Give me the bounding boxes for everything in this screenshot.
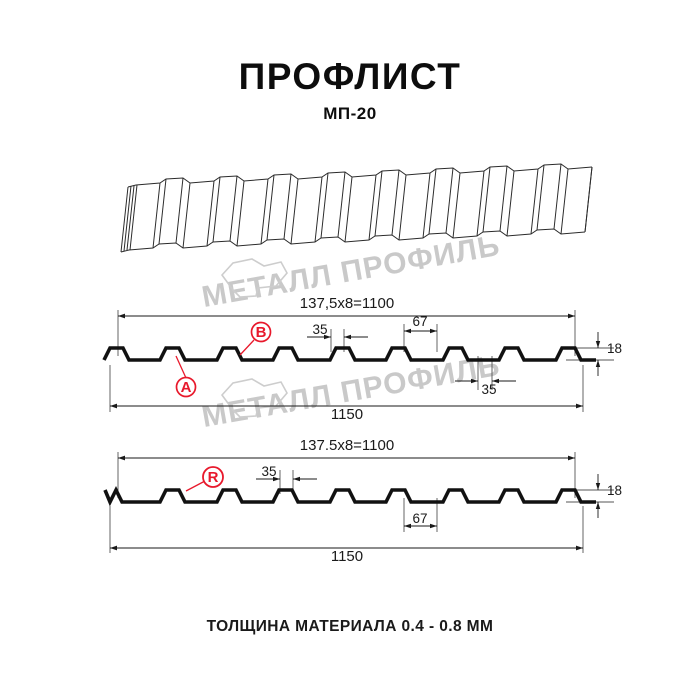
profile-outline-top xyxy=(102,346,596,362)
leader-line-r xyxy=(185,480,206,492)
dim-flat-top-upper: 35 xyxy=(312,322,327,337)
marker-a-label: A xyxy=(181,379,192,396)
dimension-lines-bottom xyxy=(110,455,601,551)
dim-total-width-top: 1150 xyxy=(331,406,363,423)
material-thickness-note: ТОЛЩИНА МАТЕРИАЛА 0.4 - 0.8 ММ xyxy=(206,618,494,635)
marker-b-circle xyxy=(250,321,272,343)
page-title: ПРОФЛИСТ xyxy=(238,56,462,97)
marker-group-bottom: R xyxy=(185,466,224,492)
dim-overall-pitch-top: 137,5x8=1100 xyxy=(300,295,394,312)
metall-profil-logo xyxy=(220,378,288,418)
marker-r-label: R xyxy=(208,469,219,486)
dim-flat-top-bottom: 35 xyxy=(261,464,276,479)
dim-flat-top-lower: 35 xyxy=(481,382,496,397)
dimension-lines-top xyxy=(110,313,601,409)
dim-valley-width-bottom: 67 xyxy=(412,511,427,526)
dim-total-width-bottom: 1150 xyxy=(331,548,363,565)
marker-r-circle xyxy=(202,466,224,488)
metall-profil-logo xyxy=(220,258,288,298)
profile-outline-bottom xyxy=(103,485,596,507)
dim-height-bottom: 18 xyxy=(607,483,622,498)
leader-line-a xyxy=(175,355,187,379)
dim-height-top: 18 xyxy=(607,341,622,356)
leader-line-b xyxy=(239,339,255,356)
dim-valley-width-top: 67 xyxy=(412,314,427,329)
dim-overall-pitch-bottom: 137.5x8=1100 xyxy=(300,437,394,454)
marker-b-label: B xyxy=(256,324,267,341)
marker-group-top: A B xyxy=(175,321,272,398)
marker-a-circle xyxy=(175,376,197,398)
product-model: МП-20 xyxy=(323,104,377,123)
